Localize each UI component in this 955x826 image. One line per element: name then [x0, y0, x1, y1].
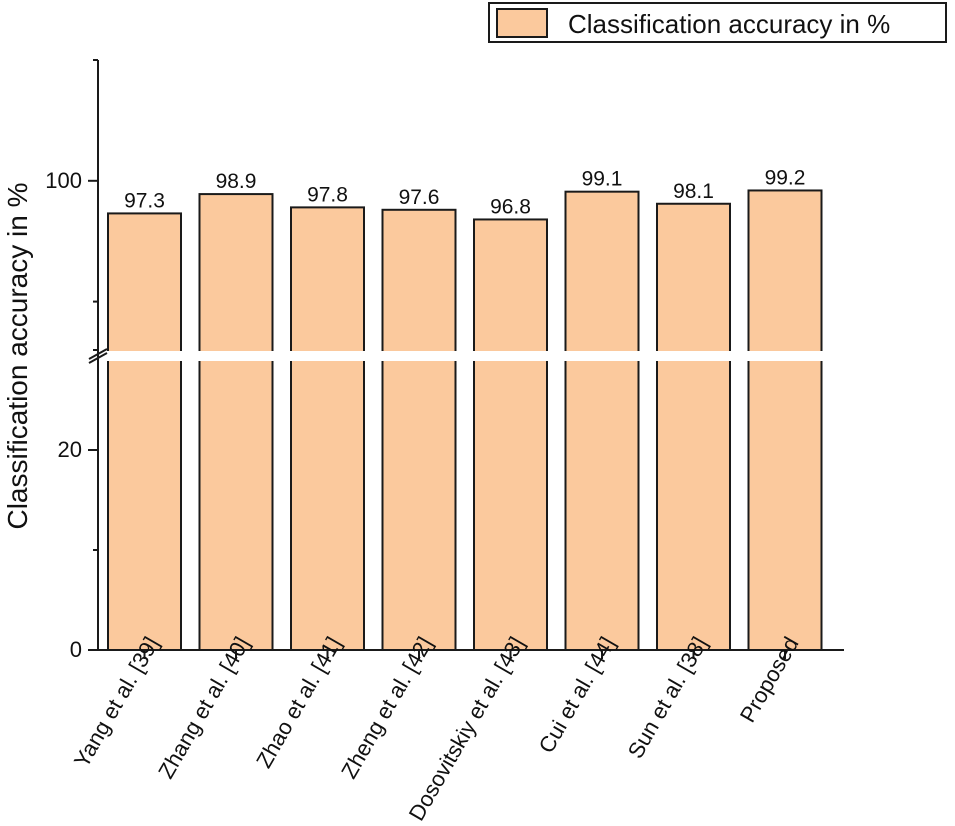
legend-label: Classification accuracy in % — [568, 9, 891, 39]
bar — [747, 189, 823, 652]
y-tick-label: 20 — [57, 437, 82, 462]
bar — [290, 206, 365, 651]
data-label: 97.6 — [399, 186, 440, 209]
data-label: 99.1 — [582, 168, 623, 191]
axis-break-mark — [88, 352, 108, 364]
bar — [381, 208, 457, 652]
data-label: 98.1 — [673, 180, 714, 203]
data-label: 97.3 — [124, 189, 165, 212]
bar — [656, 202, 731, 651]
y-tick-label: 100 — [45, 167, 82, 193]
data-label: 98.9 — [216, 170, 257, 193]
data-label: 99.2 — [765, 166, 806, 189]
bar — [564, 190, 640, 651]
bar — [107, 212, 182, 652]
axis-break-gap — [86, 351, 848, 361]
y-axis-label: Classification accuracy in % — [2, 182, 33, 530]
bar — [473, 218, 548, 651]
bar-chart: 97.3 98.9 97.8 97.6 96.8 99.1 98.1 99.2 — [86, 59, 848, 659]
bar — [198, 193, 274, 651]
data-label: 97.8 — [307, 183, 348, 206]
legend-swatch — [496, 8, 548, 38]
axis-break-mark — [88, 348, 108, 360]
data-label: 96.8 — [490, 195, 531, 218]
legend: Classification accuracy in % — [488, 2, 947, 43]
y-tick-label: 0 — [69, 637, 82, 662]
